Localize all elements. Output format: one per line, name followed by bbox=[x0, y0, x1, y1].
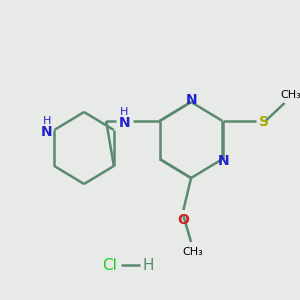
Text: N: N bbox=[41, 125, 52, 139]
Text: O: O bbox=[178, 213, 189, 227]
Text: Cl: Cl bbox=[102, 257, 117, 272]
Text: N: N bbox=[218, 154, 229, 168]
Text: H: H bbox=[43, 116, 51, 126]
Text: H: H bbox=[142, 257, 154, 272]
Text: N: N bbox=[186, 93, 198, 107]
Text: N: N bbox=[118, 116, 130, 130]
Text: CH₃: CH₃ bbox=[183, 247, 203, 257]
Text: S: S bbox=[259, 115, 269, 129]
Text: CH₃: CH₃ bbox=[280, 90, 300, 100]
Text: H: H bbox=[120, 107, 128, 117]
